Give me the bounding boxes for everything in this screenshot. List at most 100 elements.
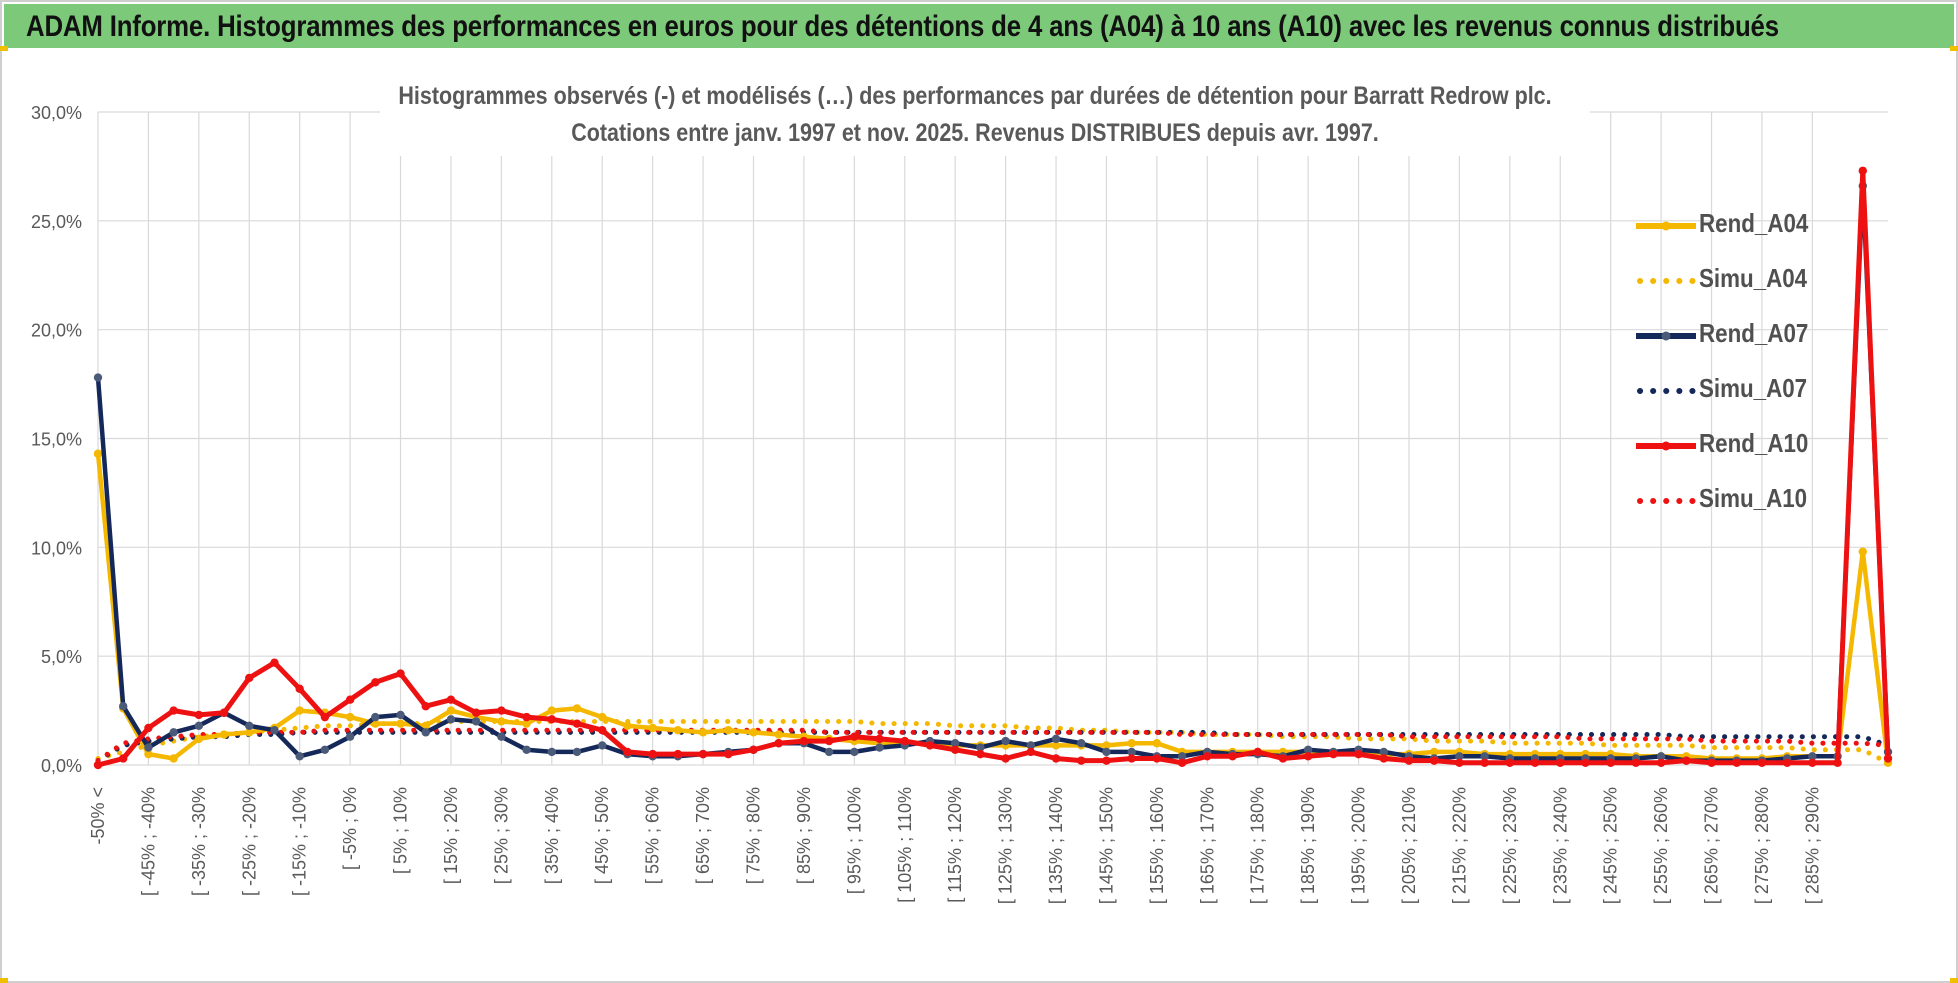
data-point-rend-a10 bbox=[119, 754, 128, 763]
data-point-rend-a10 bbox=[900, 736, 909, 746]
data-point-rend-a10 bbox=[371, 678, 380, 687]
data-point-rend-a07 bbox=[345, 732, 355, 741]
data-point-rend-a10 bbox=[875, 734, 884, 744]
data-point-rend-a07 bbox=[950, 739, 960, 748]
data-point-rend-a10 bbox=[396, 669, 405, 678]
data-point-rend-a07 bbox=[1379, 747, 1388, 757]
x-tick-label: [ 35% ; 40% bbox=[542, 787, 562, 884]
data-point-rend-a07 bbox=[194, 721, 204, 731]
data-point-rend-a04 bbox=[724, 725, 733, 735]
x-tick-label: [ 105% ; 110% bbox=[895, 787, 915, 903]
data-point-rend-a07 bbox=[1177, 752, 1187, 761]
header-banner: ADAM Informe. Histogrammes des performan… bbox=[4, 4, 1954, 51]
data-point-rend-a10 bbox=[572, 719, 582, 728]
y-tick-label: 10,0% bbox=[31, 538, 82, 558]
x-axis: -50% < [ -45% ; -40% [ -35% ; -30% [ -25% ;… bbox=[88, 787, 1822, 904]
data-point-rend-a07 bbox=[295, 752, 304, 761]
x-tick-label: [ 265% ; 270% bbox=[1702, 787, 1722, 904]
legend-label: Simu_A04 bbox=[1699, 263, 1808, 293]
data-point-rend-a10 bbox=[1152, 754, 1162, 763]
data-point-rend-a10 bbox=[1757, 758, 1767, 768]
series-line-simu-a10 bbox=[95, 727, 1891, 764]
x-tick-label: [ 125% ; 130% bbox=[996, 787, 1016, 904]
x-tick-label: [ 215% ; 220% bbox=[1449, 787, 1469, 904]
data-point-rend-a07 bbox=[93, 373, 103, 382]
data-point-rend-a07 bbox=[1127, 747, 1136, 757]
data-point-rend-a07 bbox=[1026, 741, 1036, 750]
data-point-rend-a10 bbox=[1581, 758, 1590, 768]
data-point-rend-a04 bbox=[219, 730, 229, 739]
data-point-rend-a07 bbox=[824, 747, 834, 757]
data-point-rend-a07 bbox=[1102, 747, 1111, 757]
x-tick-label: [ 185% ; 190% bbox=[1298, 787, 1318, 904]
series-line-rend-a07 bbox=[95, 183, 1891, 763]
title-background bbox=[380, 70, 1590, 156]
legend-marker bbox=[1661, 441, 1671, 451]
data-point-rend-a10 bbox=[1530, 758, 1540, 768]
data-point-rend-a07 bbox=[875, 743, 884, 752]
legend-swatch bbox=[1636, 331, 1696, 341]
data-point-rend-a07 bbox=[598, 741, 607, 750]
data-point-rend-a10 bbox=[1177, 758, 1187, 768]
legend-swatch bbox=[1636, 441, 1696, 451]
data-point-rend-a10 bbox=[976, 749, 985, 759]
data-point-rend-a10 bbox=[1656, 758, 1666, 768]
corner-marker-bottom-right bbox=[1950, 978, 1958, 983]
data-point-rend-a10 bbox=[1026, 747, 1036, 757]
legend-item-simu-a07: Simu_A07 bbox=[1636, 369, 1876, 424]
y-axis: 0,0% 5,0% 10,0% 15,0% 20,0% 25,0% 30,0% bbox=[31, 103, 82, 776]
data-point-rend-a10 bbox=[1505, 758, 1515, 768]
data-point-rend-a10 bbox=[724, 749, 733, 759]
data-point-rend-a10 bbox=[1253, 747, 1262, 757]
data-point-rend-a10 bbox=[1051, 754, 1061, 763]
x-tick-label: [ -35% ; -30% bbox=[189, 787, 209, 896]
data-point-rend-a04 bbox=[673, 725, 683, 735]
data-point-rend-a07 bbox=[371, 712, 380, 722]
data-point-rend-a10 bbox=[1707, 758, 1716, 768]
legend-label: Simu_A10 bbox=[1699, 483, 1808, 513]
data-point-rend-a07 bbox=[976, 743, 985, 752]
data-point-rend-a07 bbox=[1077, 739, 1086, 748]
x-tick-label: [ 45% ; 50% bbox=[592, 787, 612, 884]
data-point-rend-a07 bbox=[169, 728, 178, 737]
x-tick-label: [ 155% ; 160% bbox=[1147, 787, 1167, 904]
series-line-rend-a04 bbox=[95, 451, 1891, 766]
data-point-rend-a10 bbox=[648, 749, 657, 759]
x-tick-label: [ 195% ; 200% bbox=[1349, 787, 1369, 904]
data-point-rend-a04 bbox=[1858, 547, 1867, 556]
data-point-rend-a10 bbox=[1732, 758, 1741, 768]
data-point-rend-a04 bbox=[295, 706, 304, 715]
x-tick-label: [ 175% ; 180% bbox=[1248, 787, 1268, 904]
x-tick-label: [ 225% ; 230% bbox=[1500, 787, 1520, 904]
data-point-rend-a04 bbox=[547, 706, 557, 715]
x-tick-label: [ -5% ; 0% bbox=[340, 787, 360, 870]
data-point-rend-a10 bbox=[93, 760, 103, 770]
data-point-rend-a10 bbox=[1303, 752, 1313, 761]
data-point-rend-a10 bbox=[1782, 758, 1792, 768]
legend-swatch bbox=[1637, 498, 1696, 504]
data-point-rend-a04 bbox=[749, 728, 758, 737]
data-point-rend-a04 bbox=[648, 723, 657, 733]
data-point-rend-a04 bbox=[396, 719, 405, 728]
data-point-rend-a10 bbox=[1833, 758, 1842, 768]
x-tick-label: [ 15% ; 20% bbox=[441, 787, 461, 884]
legend-item-rend-a04: Rend_A04 bbox=[1636, 204, 1876, 259]
data-point-rend-a07 bbox=[446, 715, 456, 724]
data-point-rend-a07 bbox=[1455, 752, 1464, 761]
data-point-rend-a04 bbox=[1127, 739, 1136, 748]
data-point-rend-a10 bbox=[1808, 758, 1817, 768]
data-point-rend-a07 bbox=[1303, 745, 1313, 754]
y-tick-label: 25,0% bbox=[31, 212, 82, 232]
data-point-rend-a10 bbox=[1631, 758, 1641, 768]
data-point-rend-a04 bbox=[598, 712, 607, 722]
data-point-rend-a07 bbox=[119, 702, 128, 711]
x-tick-label: [ -15% ; -10% bbox=[290, 787, 310, 896]
x-tick-label: [ 95% ; 100% bbox=[844, 787, 864, 894]
corner-marker-top-right bbox=[1950, 46, 1958, 51]
data-point-rend-a04 bbox=[522, 719, 531, 728]
y-tick-label: 30,0% bbox=[31, 103, 82, 123]
data-point-rend-a10 bbox=[421, 702, 430, 711]
chart-subtitle: Cotations entre janv. 1997 et nov. 2025.… bbox=[571, 118, 1379, 146]
series-line-rend-a10 bbox=[95, 168, 1891, 768]
data-point-rend-a10 bbox=[1404, 756, 1414, 765]
